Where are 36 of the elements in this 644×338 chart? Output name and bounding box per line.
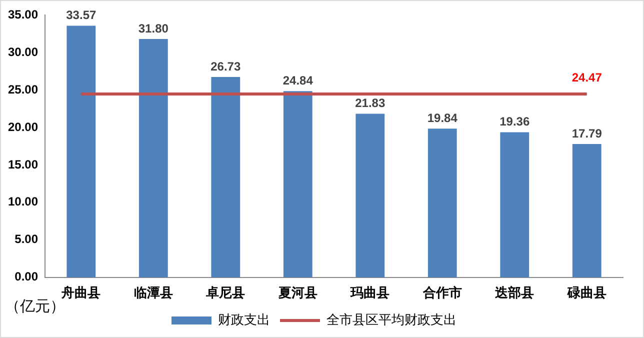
data-label: 19.36 bbox=[500, 114, 530, 129]
x-tick-label: 碌曲县 bbox=[566, 284, 606, 300]
x-tick-label: 舟曲县 bbox=[60, 284, 101, 300]
bar bbox=[283, 91, 312, 278]
data-label: 33.57 bbox=[66, 8, 96, 22]
legend-label: 全市县区平均财政支出 bbox=[326, 312, 456, 328]
data-label: 24.47 bbox=[572, 70, 602, 84]
x-tick-label: 夏河县 bbox=[277, 284, 318, 300]
y-tick-label: 0.00 bbox=[14, 270, 38, 284]
data-label: 24.84 bbox=[282, 73, 314, 88]
y-tick-label: 5.00 bbox=[14, 232, 38, 246]
x-tick-label: 玛曲县 bbox=[350, 284, 390, 300]
x-tick-label: 临潭县 bbox=[134, 284, 173, 300]
data-label: 26.73 bbox=[210, 59, 241, 74]
y-tick-label: 10.00 bbox=[8, 194, 38, 209]
bar bbox=[211, 77, 240, 278]
bar bbox=[66, 26, 96, 278]
data-label: 21.83 bbox=[355, 96, 386, 110]
data-label: 31.80 bbox=[138, 21, 169, 36]
y-tick-label: 15.00 bbox=[8, 157, 38, 172]
legend-label: 财政支出 bbox=[218, 312, 270, 328]
y-tick-label: 30.00 bbox=[8, 44, 38, 59]
data-label: 17.79 bbox=[572, 126, 602, 140]
x-tick-label: 合作市 bbox=[422, 284, 462, 300]
bar bbox=[572, 144, 602, 278]
bar bbox=[138, 38, 168, 278]
bar bbox=[356, 114, 385, 278]
y-tick-label: 20.00 bbox=[8, 120, 38, 134]
y-tick-label: 25.00 bbox=[8, 82, 38, 96]
bar bbox=[428, 128, 457, 278]
bar bbox=[500, 132, 530, 278]
y-axis-title: （亿元） bbox=[5, 298, 65, 316]
x-tick-label: 迭部县 bbox=[494, 284, 534, 300]
y-tick-label: 35.00 bbox=[8, 7, 38, 22]
x-tick-label: 卓尼县 bbox=[205, 284, 246, 300]
data-label: 19.84 bbox=[427, 110, 458, 125]
